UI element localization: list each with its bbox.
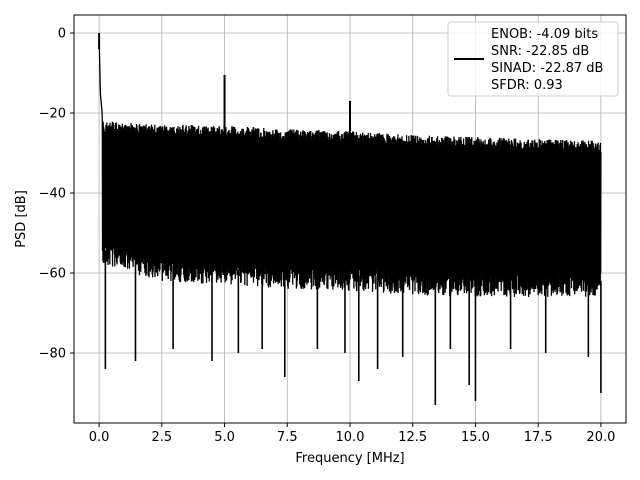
y-tick-label: −80 <box>39 347 66 362</box>
x-tick-label: 2.5 <box>151 430 172 445</box>
y-axis-label: PSD [dB] <box>14 190 29 248</box>
legend: ENOB: -4.09 bits SNR: -22.85 dB SINAD: -… <box>447 21 619 97</box>
x-tick-label: 17.5 <box>524 430 553 445</box>
y-tick-label: 0 <box>58 27 66 42</box>
x-tick-label: 10.0 <box>336 430 365 445</box>
y-tick-label: −20 <box>39 107 66 122</box>
y-tick-label: −60 <box>39 267 66 282</box>
x-tick-label: 7.5 <box>277 430 298 445</box>
x-tick-label: 5.0 <box>214 430 235 445</box>
x-axis-ticks: 0.0 2.5 5.0 7.5 10.0 12.5 15.0 17.5 20.0 <box>89 423 615 445</box>
legend-line-enob: ENOB: -4.09 bits <box>491 27 598 42</box>
x-tick-label: 20.0 <box>586 430 615 445</box>
y-tick-label: −40 <box>39 187 66 202</box>
x-tick-label: 12.5 <box>398 430 427 445</box>
x-tick-label: 0.0 <box>89 430 110 445</box>
legend-box <box>447 21 619 97</box>
y-axis-ticks: −80 −60 −40 −20 0 <box>39 27 74 362</box>
x-tick-label: 15.0 <box>461 430 490 445</box>
legend-line-snr: SNR: -22.85 dB <box>491 44 589 59</box>
x-axis-label: Frequency [MHz] <box>295 451 404 466</box>
legend-line-sinad: SINAD: -22.87 dB <box>491 61 603 76</box>
legend-line-sfdr: SFDR: 0.93 <box>491 78 563 93</box>
psd-series <box>98 32 602 405</box>
